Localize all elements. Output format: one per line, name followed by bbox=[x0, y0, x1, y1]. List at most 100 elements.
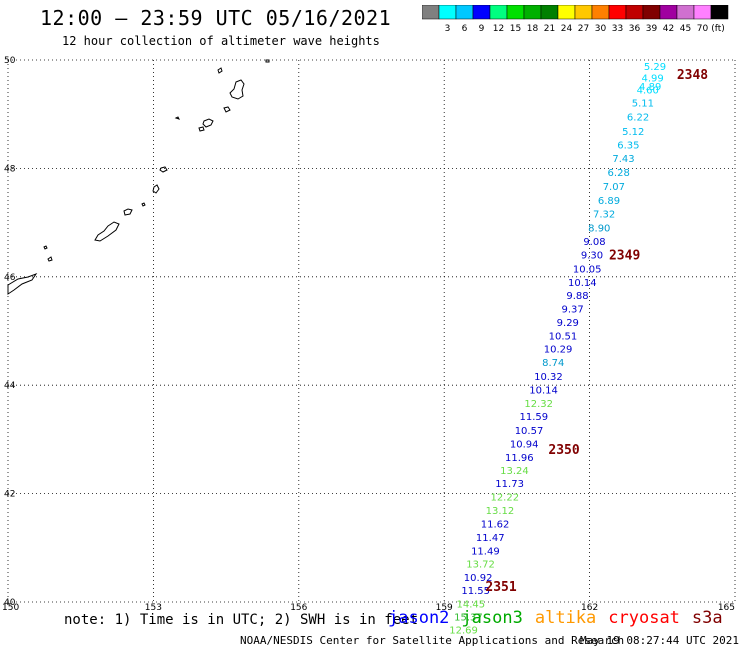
coastline-island bbox=[174, 116, 180, 120]
wave-height-reading: 15.37 bbox=[454, 612, 483, 623]
wave-height-reading: 4.89 bbox=[639, 82, 661, 93]
wave-height-reading: 6.28 bbox=[608, 168, 630, 179]
coastline-island bbox=[123, 208, 133, 216]
longitude-label: 165 bbox=[718, 603, 735, 613]
wave-height-reading: 5.11 bbox=[632, 99, 654, 110]
chart-subtitle: 12 hour collection of altimeter wave hei… bbox=[62, 34, 380, 48]
footer-note: note: 1) Time is in UTC; 2) SWH is in fe… bbox=[64, 612, 419, 628]
coastline-island bbox=[43, 245, 48, 250]
footer-credit: NOAA/NESDIS Center for Satellite Applica… bbox=[240, 634, 625, 647]
wave-height-reading: 6.89 bbox=[598, 196, 620, 207]
coastline-island bbox=[265, 59, 270, 63]
color-scale-legend: 3 6 9 12 15 18 21 24 27 30 33 36 39 42 45 70 (ft) bbox=[422, 5, 729, 34]
wave-height-reading: 10.92 bbox=[464, 573, 493, 584]
legend-entry: altika bbox=[534, 608, 597, 628]
longitude-label: 156 bbox=[290, 603, 307, 613]
latitude-label: 50 bbox=[4, 56, 16, 66]
scale-label: 6 bbox=[462, 24, 468, 34]
wave-height-reading: 12.22 bbox=[490, 493, 519, 504]
scale-label: 30 bbox=[595, 24, 607, 34]
scale-label: 15 bbox=[510, 24, 521, 34]
legend-entry: cryosat bbox=[608, 608, 680, 628]
longitude-label: 159 bbox=[436, 603, 453, 613]
scale-unit: (ft) bbox=[711, 24, 725, 34]
wave-height-reading: 5.12 bbox=[622, 127, 644, 138]
legend-entry: jason2 bbox=[388, 608, 450, 628]
wave-height-reading: 11.55 bbox=[461, 586, 490, 597]
coastline-island bbox=[94, 221, 120, 242]
coastline-island bbox=[202, 118, 214, 128]
latitude-labels: 50 48 46 44 42 40 bbox=[4, 56, 16, 608]
scale-label: 33 bbox=[612, 24, 623, 34]
wave-height-reading: 11.96 bbox=[505, 453, 534, 464]
wave-height-reading: 10.29 bbox=[544, 345, 573, 356]
chart-title: 12:00 – 23:59 UTC 05/16/2021 bbox=[40, 6, 392, 30]
wave-height-reading: 12.69 bbox=[449, 625, 478, 636]
wave-height-reading: 7.32 bbox=[593, 210, 615, 221]
scale-label: 27 bbox=[578, 24, 589, 34]
legend-entry: s3a bbox=[691, 608, 723, 628]
longitude-label: 153 bbox=[145, 603, 162, 613]
coastline-island bbox=[229, 79, 245, 100]
latitude-label: 40 bbox=[4, 598, 16, 608]
wave-height-reading: 9.30 bbox=[581, 250, 603, 261]
coastline-island bbox=[159, 166, 168, 173]
coastline-island bbox=[47, 256, 53, 262]
wave-height-reading: 10.14 bbox=[568, 278, 597, 289]
pass-number: 2348 bbox=[677, 68, 708, 83]
wave-height-reading: 11.73 bbox=[495, 479, 524, 490]
wave-height-reading: 10.32 bbox=[534, 372, 563, 383]
pass-number: 2351 bbox=[485, 580, 516, 595]
latitude-label: 48 bbox=[4, 164, 16, 174]
scale-label: 18 bbox=[527, 24, 539, 34]
wave-height-reading: 7.07 bbox=[603, 182, 625, 193]
coastline-island bbox=[217, 67, 223, 74]
pass-numbers: 2348 2349 2350 2351 bbox=[485, 68, 708, 595]
legend-entry: jason3 bbox=[461, 608, 523, 628]
wave-height-reading: 9.37 bbox=[562, 305, 584, 316]
coastline-island bbox=[141, 202, 146, 207]
wave-height-reading: 13.24 bbox=[500, 466, 529, 477]
latitude-label: 46 bbox=[4, 273, 16, 283]
wave-height-reading: 10.05 bbox=[573, 264, 602, 275]
wave-height-reading: 11.47 bbox=[476, 533, 505, 544]
scale-label: 36 bbox=[629, 24, 641, 34]
scale-swatch bbox=[710, 5, 729, 20]
wave-height-reading: 10.57 bbox=[515, 426, 544, 437]
satellite-legend: jason2 jason3 altika cryosat s3a bbox=[388, 608, 735, 628]
wave-height-reading: 6.22 bbox=[627, 113, 649, 124]
wave-height-reading: 14.45 bbox=[457, 599, 486, 610]
scale-label: 3 bbox=[445, 24, 451, 34]
wave-height-reading: 13.72 bbox=[466, 559, 495, 570]
wave-height-reading: 9.29 bbox=[557, 318, 579, 329]
wave-height-reading: 11.62 bbox=[481, 520, 510, 531]
scale-label: 21 bbox=[544, 24, 555, 34]
coastline-island bbox=[198, 126, 205, 132]
latitude-label: 44 bbox=[4, 381, 16, 391]
wave-height-reading: 4.60 bbox=[637, 86, 659, 97]
wave-height-reading: 7.43 bbox=[612, 154, 634, 165]
wave-height-reading: 5.29 bbox=[644, 62, 666, 73]
pass-number: 2349 bbox=[609, 248, 640, 263]
footer-timestamp: May 19 08:27:44 UTC 2021 bbox=[580, 634, 739, 647]
scale-label: 39 bbox=[646, 24, 658, 34]
scale-label: 9 bbox=[479, 24, 485, 34]
wave-height-reading: 9.88 bbox=[566, 291, 588, 302]
wave-height-readings: 5.294.994.894.60 5.11 6.22 5.12 6.35 7.43 6.28… bbox=[449, 62, 666, 637]
scale-label: 70 bbox=[697, 24, 709, 34]
wave-height-reading: 10.94 bbox=[510, 440, 539, 451]
scale-label: 45 bbox=[680, 24, 691, 34]
wave-height-reading: 9.08 bbox=[583, 237, 605, 248]
wave-height-reading: 11.59 bbox=[520, 412, 549, 423]
longitude-label: 162 bbox=[581, 603, 598, 613]
longitude-labels: 150 153 156 159 162 165 bbox=[2, 603, 735, 613]
coastline bbox=[7, 59, 270, 295]
wave-height-reading: 10.14 bbox=[529, 385, 558, 396]
wave-height-reading: 11.49 bbox=[471, 546, 500, 557]
scale-label: 24 bbox=[561, 24, 573, 34]
coastline-island bbox=[152, 184, 160, 194]
pass-number: 2350 bbox=[548, 443, 579, 458]
scale-label: 42 bbox=[663, 24, 674, 34]
wave-height-reading: 8.74 bbox=[542, 358, 564, 369]
